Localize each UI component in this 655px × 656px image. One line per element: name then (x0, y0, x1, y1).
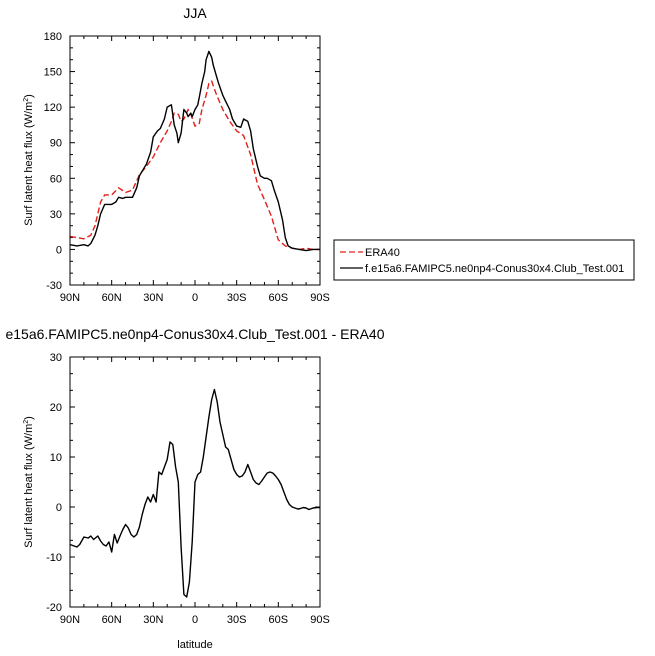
top-series-line-era40 (69, 80, 320, 251)
top-x-tick-label: 60N (102, 292, 122, 304)
bottom-y-tick-label: 20 (50, 402, 62, 414)
top-x-tick-label: 30S (227, 292, 247, 304)
bottom-x-tick-label: 90S (310, 614, 330, 626)
bottom-y-tick-label: 30 (50, 352, 62, 364)
top-x-tick-label: 30N (143, 292, 163, 304)
top-y-tick-label: 180 (44, 31, 62, 43)
bottom-x-tick-label: 60S (269, 614, 289, 626)
bottom-y-tick-label: -20 (46, 602, 62, 614)
top-y-axis-label: Surf latent heat flux (W/m2) (23, 94, 35, 226)
top-series (69, 50, 320, 252)
top-y-tick-label: 60 (50, 173, 62, 185)
bottom-x-tick-label: 30N (143, 614, 163, 626)
bottom-ticks: 90N 60N 30N 0 30S 60S 90S -20 -10 0 10 20 30 (46, 352, 330, 626)
bottom-y-tick-label: 10 (50, 452, 62, 464)
legend-model-label: f.e15a6.FAMIPC5.ne0np4-Conus30x4.Club_Te… (365, 263, 624, 275)
legend-era40-label: ERA40 (365, 247, 400, 259)
legend-box (333, 239, 635, 281)
top-ticks: 90N 60N 30N 0 30S 60S 90S -30 0 30 60 90 120 150 180 (44, 31, 330, 304)
bottom-series (69, 388, 320, 598)
bottom-x-tick-label: 0 (192, 614, 198, 626)
bottom-x-tick-label: 60N (102, 614, 122, 626)
top-series-line-model (69, 50, 320, 252)
top-plot-frame (69, 35, 321, 286)
top-chart-title: JJA (183, 5, 207, 21)
bottom-y-tick-label: 0 (56, 502, 62, 514)
bottom-chart-title: e15a6.FAMIPC5.ne0np4-Conus30x4.Club_Test… (5, 326, 384, 342)
bottom-series-line-difference (69, 388, 320, 598)
bottom-y-axis-label: Surf latent heat flux (W/m2) (23, 416, 35, 548)
top-y-tick-label: 0 (56, 244, 62, 256)
top-y-tick-label: 30 (50, 209, 62, 221)
top-x-tick-label: 90N (60, 292, 80, 304)
top-y-tick-label: 120 (44, 102, 62, 114)
bottom-panel: e15a6.FAMIPC5.ne0np4-Conus30x4.Club_Test… (5, 326, 384, 651)
legend: ERA40 f.e15a6.FAMIPC5.ne0np4-Conus30x4.C… (333, 239, 635, 281)
bottom-y-tick-label: -10 (46, 552, 62, 564)
bottom-x-tick-label: 30S (227, 614, 247, 626)
top-panel: JJA 90N 60N 30N 0 30S 60S 90S -30 0 30 60 90 120 150 1… (23, 5, 330, 304)
top-y-tick-label: 150 (44, 67, 62, 79)
bottom-x-tick-label: 90N (60, 614, 80, 626)
top-x-tick-label: 60S (269, 292, 289, 304)
bottom-plot-frame (69, 356, 321, 608)
top-y-tick-label: -30 (46, 280, 62, 292)
bottom-x-axis-label: latitude (177, 639, 212, 651)
top-y-tick-label: 90 (50, 138, 62, 150)
top-x-tick-label: 90S (310, 292, 330, 304)
top-x-tick-label: 0 (192, 292, 198, 304)
